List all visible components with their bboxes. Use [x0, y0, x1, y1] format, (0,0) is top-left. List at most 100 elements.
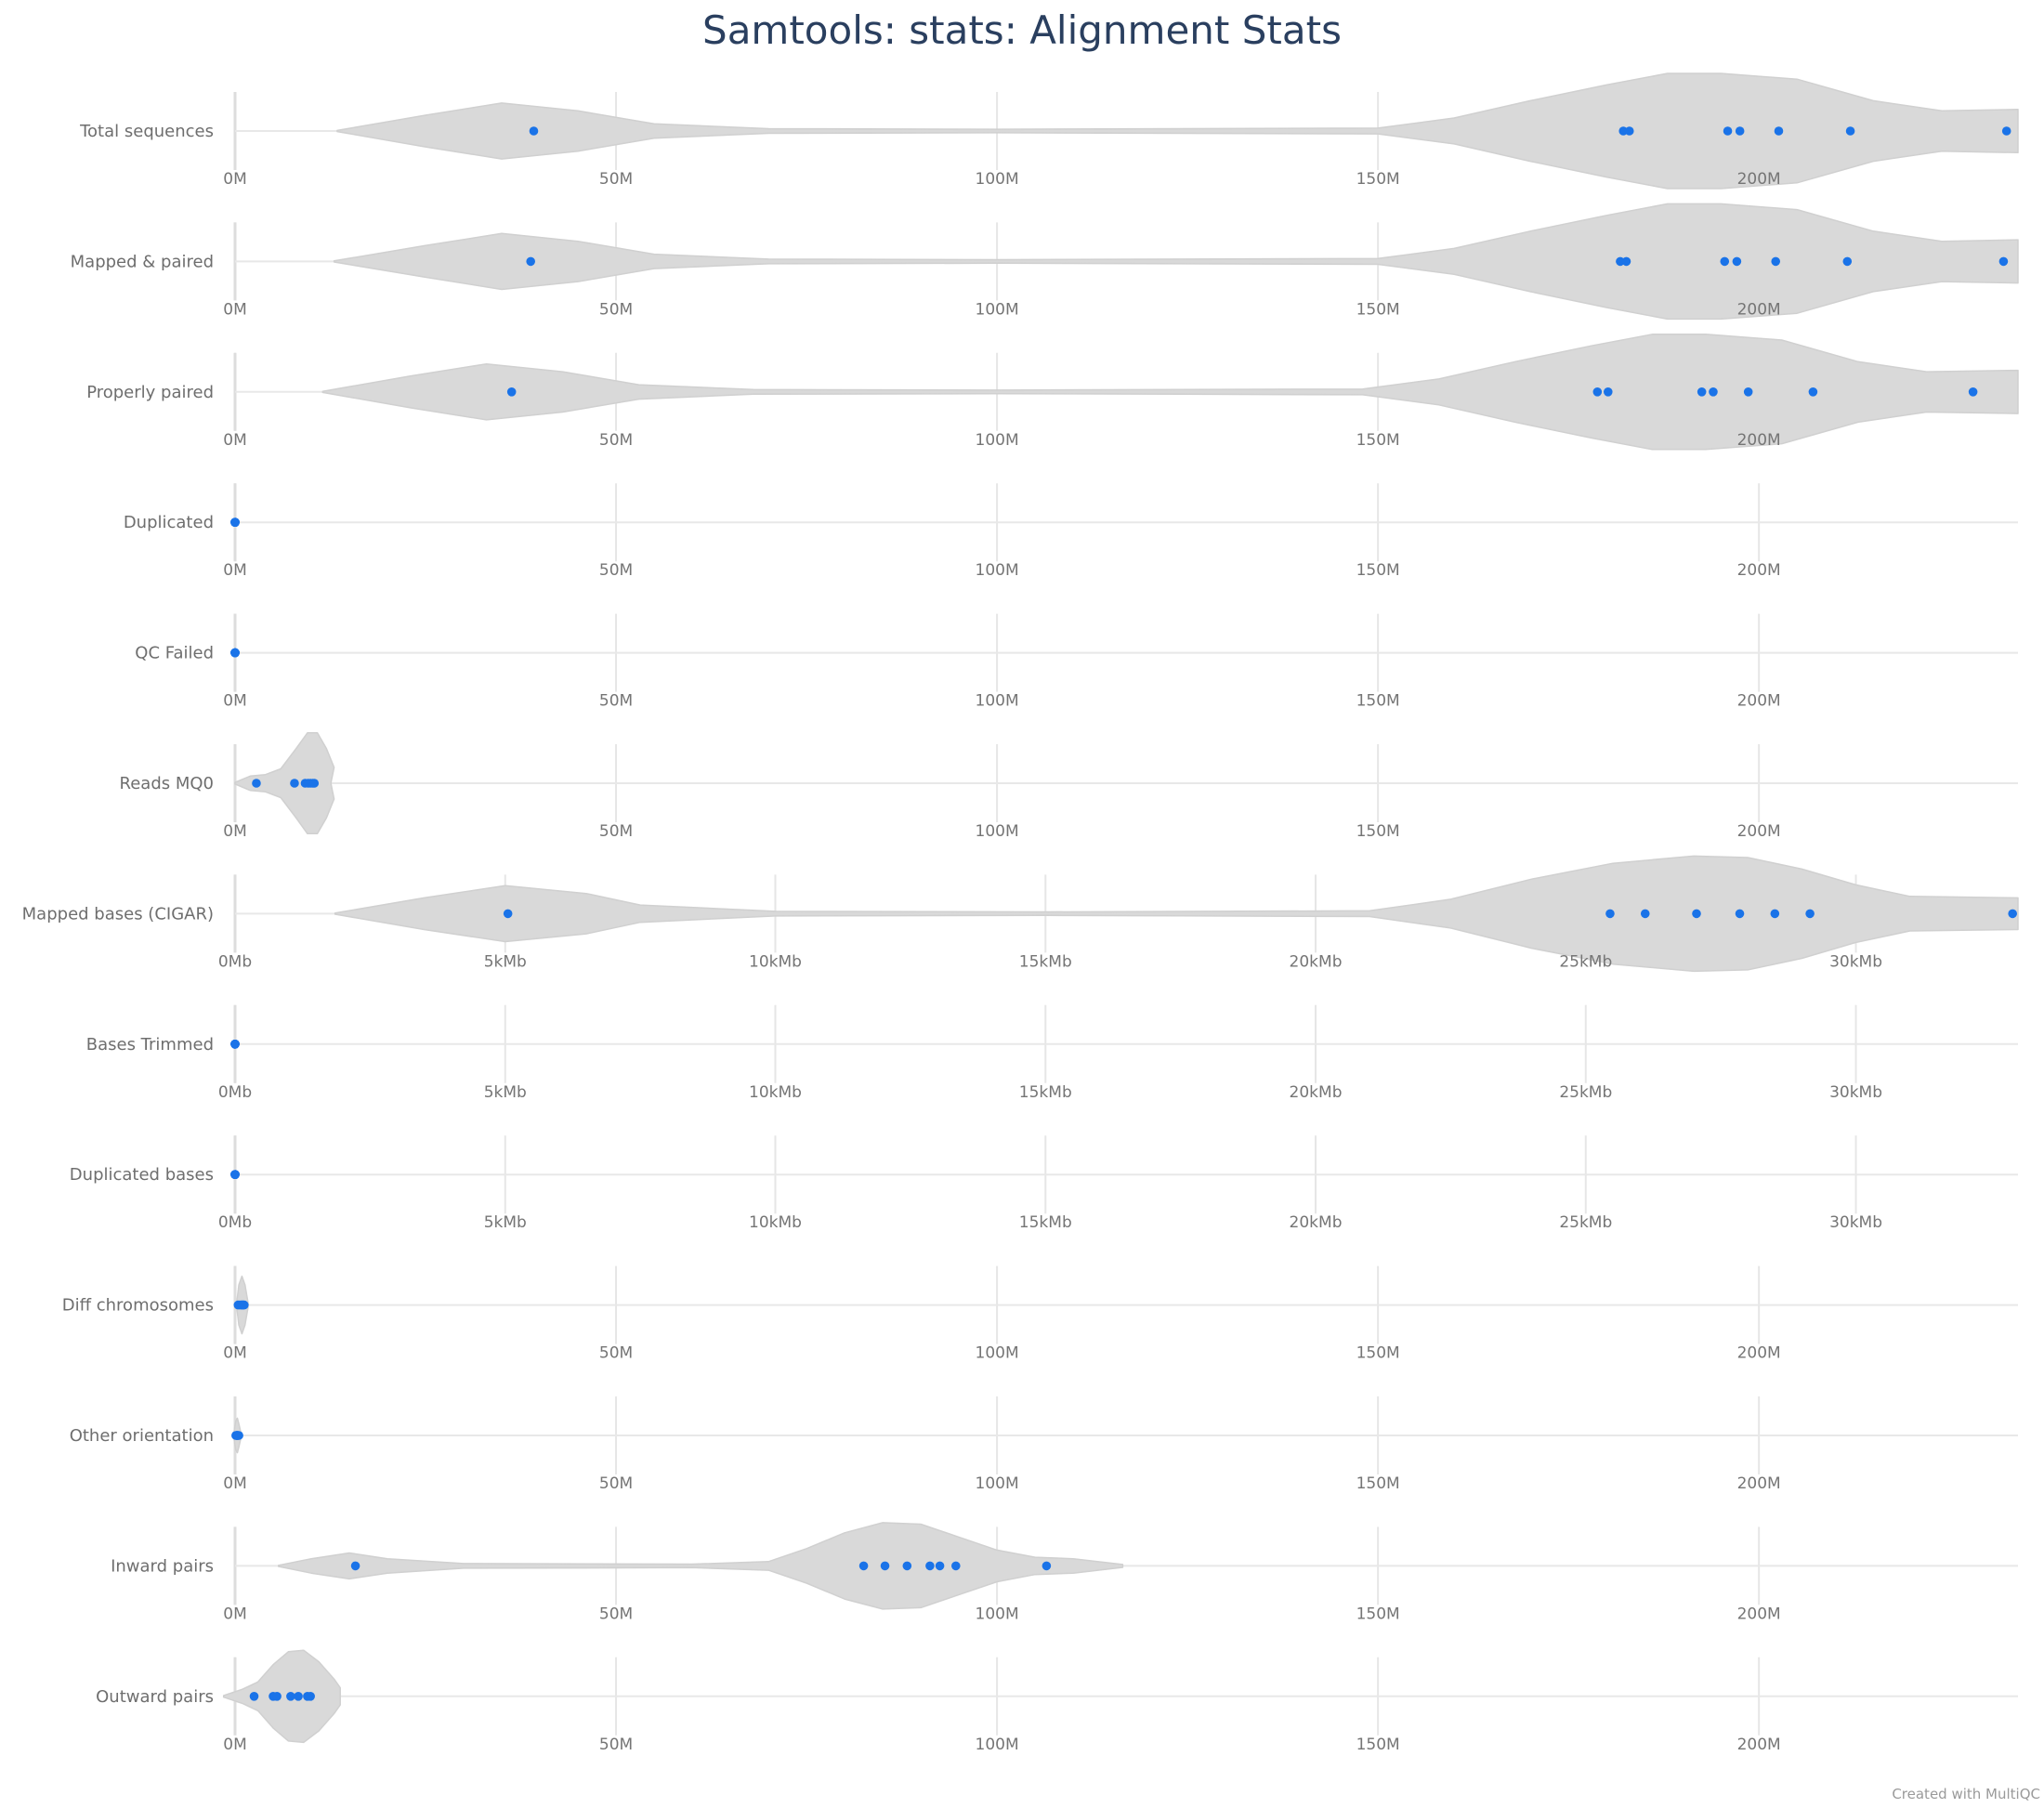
data-point[interactable] — [529, 126, 539, 136]
tick-label: 150M — [1356, 822, 1400, 841]
row-label: Bases Trimmed — [86, 1035, 214, 1055]
data-point[interactable] — [1723, 126, 1733, 136]
violin-row: QC Failed 0M 50M 100M 150M 200M — [135, 613, 2018, 711]
data-point[interactable] — [1042, 1561, 1052, 1571]
row-label: Inward pairs — [111, 1556, 214, 1576]
data-point[interactable] — [902, 1561, 912, 1571]
data-point[interactable] — [2008, 909, 2017, 919]
data-point[interactable] — [1618, 126, 1628, 136]
data-point[interactable] — [1605, 909, 1615, 919]
data-point[interactable] — [230, 518, 240, 527]
row-label: Outward pairs — [96, 1687, 214, 1707]
tick-label: 200M — [1737, 1736, 1781, 1754]
data-point[interactable] — [234, 1431, 243, 1440]
data-point[interactable] — [230, 648, 240, 658]
data-point[interactable] — [526, 256, 535, 267]
data-point[interactable] — [272, 1692, 282, 1701]
data-point[interactable] — [240, 1300, 249, 1310]
data-point[interactable] — [2001, 126, 2011, 136]
tick-label: 150M — [1356, 300, 1400, 319]
data-point[interactable] — [1624, 126, 1634, 136]
data-point[interactable] — [1709, 387, 1718, 397]
data-point[interactable] — [1616, 256, 1625, 267]
tick-label: 0M — [223, 431, 246, 450]
data-point[interactable] — [1968, 387, 1978, 397]
tick-label: 100M — [976, 1344, 1019, 1363]
tick-label: 30kMb — [1829, 1083, 1882, 1102]
tick-label: 5kMb — [484, 952, 527, 971]
tick-label: 50M — [599, 692, 633, 711]
data-point[interactable] — [1774, 126, 1784, 136]
data-point[interactable] — [1697, 387, 1707, 397]
tick-label: 100M — [976, 561, 1019, 580]
data-point[interactable] — [1845, 126, 1855, 136]
tick-label: 150M — [1356, 431, 1400, 450]
row-label: Properly paired — [86, 383, 214, 402]
violin-row: Bases Trimmed 0Mb 5kMb 10kMb 15kMb 20kMb 25kMb… — [86, 1004, 2018, 1102]
tick-label: 200M — [1737, 822, 1781, 841]
violin-row: Mapped bases (CIGAR) 0Mb 5kMb 10kMb 15kMb 20k… — [22, 855, 2019, 973]
data-point[interactable] — [1592, 387, 1603, 397]
data-point[interactable] — [1998, 256, 2009, 267]
data-point[interactable] — [1805, 909, 1815, 919]
violin-row: Other orientation 0M 50M 100M 150M 200M — [70, 1396, 2018, 1493]
data-point[interactable] — [309, 779, 320, 788]
data-point[interactable] — [230, 1170, 240, 1179]
data-point[interactable] — [1735, 126, 1745, 136]
tick-label: 0M — [223, 1605, 246, 1623]
tick-label: 100M — [976, 692, 1019, 711]
data-point[interactable] — [1808, 387, 1818, 397]
data-point[interactable] — [1732, 256, 1742, 267]
tick-label: 200M — [1737, 1605, 1781, 1623]
tick-label: 10kMb — [749, 1213, 802, 1232]
violin-shape — [336, 72, 2019, 190]
data-point[interactable] — [286, 1692, 295, 1701]
violin-row: Reads MQ0 0M 50M 100M 150M 200M — [120, 732, 2018, 841]
data-point[interactable] — [290, 779, 299, 788]
tick-label: 100M — [976, 822, 1019, 841]
data-point[interactable] — [1603, 387, 1613, 397]
tick-label: 0M — [223, 1474, 246, 1493]
data-point[interactable] — [1842, 256, 1853, 267]
tick-label: 200M — [1737, 1474, 1781, 1493]
data-point[interactable] — [880, 1561, 890, 1571]
data-point[interactable] — [1720, 256, 1730, 267]
row-label: Mapped bases (CIGAR) — [22, 904, 214, 924]
data-point[interactable] — [858, 1561, 869, 1571]
data-point[interactable] — [951, 1561, 961, 1571]
row-label: Total sequences — [79, 122, 214, 141]
data-point[interactable] — [1770, 909, 1780, 919]
data-point[interactable] — [1640, 909, 1650, 919]
data-point[interactable] — [294, 1692, 303, 1701]
violin-shape — [333, 203, 2019, 321]
data-point[interactable] — [925, 1561, 935, 1571]
tick-label: 0M — [223, 1736, 246, 1754]
tick-label: 30kMb — [1829, 1213, 1882, 1232]
data-point[interactable] — [350, 1561, 360, 1571]
data-point[interactable] — [1743, 387, 1753, 397]
tick-label: 150M — [1356, 561, 1400, 580]
data-point[interactable] — [1735, 909, 1745, 919]
data-point[interactable] — [230, 1040, 240, 1049]
tick-label: 150M — [1356, 1605, 1400, 1623]
tick-label: 200M — [1737, 692, 1781, 711]
tick-label: 50M — [599, 170, 633, 189]
data-point[interactable] — [506, 387, 517, 397]
tick-label: 50M — [599, 300, 633, 319]
data-point[interactable] — [1621, 256, 1631, 267]
data-point[interactable] — [1692, 909, 1701, 919]
data-point[interactable] — [249, 1692, 259, 1701]
violin-row: Properly paired 0M 50M 100M 150M 200M — [86, 334, 2019, 451]
violin-shape — [321, 334, 2019, 451]
tick-label: 50M — [599, 1605, 633, 1623]
tick-label: 200M — [1737, 1344, 1781, 1363]
data-point[interactable] — [935, 1561, 945, 1571]
tick-label: 50M — [599, 1736, 633, 1754]
data-point[interactable] — [503, 909, 513, 919]
credit-text: Created with MultiQC — [1892, 1786, 2040, 1802]
data-point[interactable] — [252, 779, 261, 788]
data-point[interactable] — [306, 1692, 315, 1701]
tick-label: 200M — [1737, 300, 1781, 319]
data-point[interactable] — [1771, 256, 1781, 267]
row-label: Mapped & paired — [71, 252, 214, 271]
